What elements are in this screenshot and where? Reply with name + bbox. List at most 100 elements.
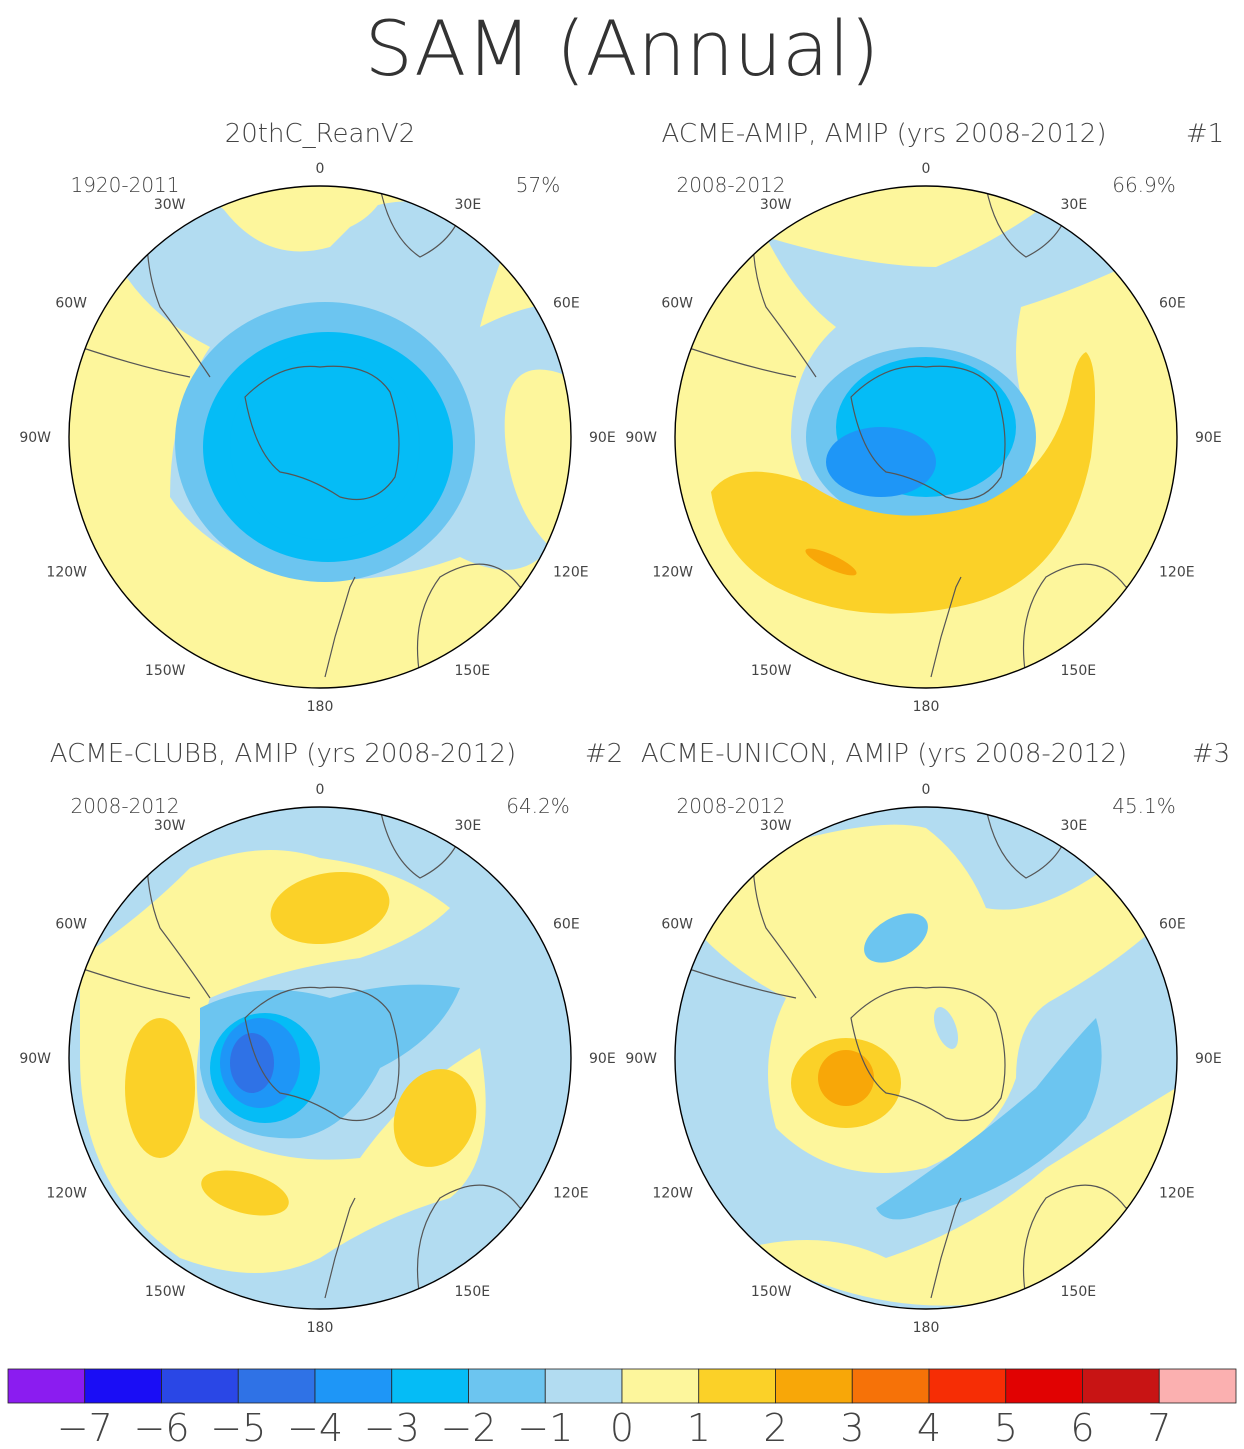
colorbar-label: −6 xyxy=(133,1406,189,1449)
lon-label: 150E xyxy=(455,1284,491,1300)
panel-percent: 45.1% xyxy=(1112,794,1176,818)
colorbar-swatch xyxy=(391,1368,469,1404)
lon-label: 90W xyxy=(19,430,51,446)
lon-label: 60W xyxy=(55,917,87,933)
lon-label: 120E xyxy=(553,1186,589,1202)
lon-label: 120W xyxy=(46,565,87,581)
lon-label: 0 xyxy=(316,782,325,798)
lon-label: 180 xyxy=(307,1320,334,1336)
panel-title: ACME-UNICON, AMIP (yrs 2008-2012) xyxy=(641,739,1127,769)
colorbar-label: 2 xyxy=(763,1406,787,1449)
map-panel-4: ACME-UNICON, AMIP (yrs 2008-2012) #3 2008-… xyxy=(625,739,1230,1336)
lon-label: 150E xyxy=(455,663,491,679)
lon-label: 30W xyxy=(154,818,186,834)
colorbar-swatch xyxy=(698,1368,776,1404)
lon-label: 120E xyxy=(1159,1186,1195,1202)
map-panels: 20thC_ReanV2 1920-2011 57% 0 30E 60E 90E 120E 15… xyxy=(19,119,1230,1336)
colorbar-label: −2 xyxy=(440,1406,496,1449)
lon-label: 60W xyxy=(661,917,693,933)
colorbar-swatch xyxy=(237,1368,316,1404)
lon-label: 60E xyxy=(1159,296,1186,312)
colorbar-label: 7 xyxy=(1147,1406,1171,1449)
map-field xyxy=(675,186,1177,688)
map-field xyxy=(69,186,571,688)
lon-label: 120W xyxy=(46,1186,87,1202)
lon-label: 60E xyxy=(553,296,580,312)
lon-label: 30W xyxy=(154,197,186,213)
colorbar-swatch xyxy=(84,1368,162,1404)
map-border xyxy=(674,806,1178,1310)
colorbar-swatch xyxy=(1082,1368,1160,1404)
colorbar: −7 −6 −5 −4 −3 −2 −1 0 1 2 3 4 5 6 7 xyxy=(7,1368,1237,1449)
lon-label: 150W xyxy=(145,663,186,679)
colorbar-label: −4 xyxy=(287,1406,343,1449)
colorbar-label: 4 xyxy=(917,1406,941,1449)
map-panel-1: 20thC_ReanV2 1920-2011 57% 0 30E 60E 90E 120E 15… xyxy=(19,119,615,715)
colorbar-swatch xyxy=(1005,1368,1083,1404)
lon-label: 90E xyxy=(589,1051,616,1067)
lon-label: 150W xyxy=(751,1284,792,1300)
panel-percent: 64.2% xyxy=(506,794,570,818)
colorbar-label: −7 xyxy=(57,1406,113,1449)
lon-label: 0 xyxy=(922,161,931,177)
lon-label: 90E xyxy=(1195,1051,1222,1067)
lon-label: 30W xyxy=(760,818,792,834)
lon-label: 150E xyxy=(1061,663,1097,679)
panel-years: 2008-2012 xyxy=(676,173,785,197)
colorbar-label: 1 xyxy=(687,1406,711,1449)
map-panel-2: ACME-AMIP, AMIP (yrs 2008-2012) #1 2008-20… xyxy=(625,119,1224,715)
panel-years: 2008-2012 xyxy=(676,794,785,818)
lon-label: 90W xyxy=(625,430,657,446)
lon-label: 60E xyxy=(1159,917,1186,933)
lon-label: 30W xyxy=(760,197,792,213)
map-panel-3: ACME-CLUBB, AMIP (yrs 2008-2012) #2 2008-2… xyxy=(19,739,623,1336)
colorbar-swatch xyxy=(544,1368,623,1404)
lon-label: 0 xyxy=(922,782,931,798)
lon-label: 30E xyxy=(455,197,482,213)
lon-label: 60E xyxy=(553,917,580,933)
colorbar-swatch xyxy=(161,1368,239,1404)
lon-label: 120E xyxy=(1159,565,1195,581)
colorbar-swatch xyxy=(314,1368,393,1404)
lon-label: 120E xyxy=(553,565,589,581)
lon-label: 90W xyxy=(625,1051,657,1067)
lon-label: 60W xyxy=(55,296,87,312)
map-field xyxy=(69,807,571,1309)
lon-label: 150W xyxy=(145,1284,186,1300)
lon-label: 150W xyxy=(751,663,792,679)
lon-label: 180 xyxy=(913,699,940,715)
lon-label: 90E xyxy=(1195,430,1222,446)
colorbar-swatch xyxy=(621,1368,700,1404)
colorbar-swatch xyxy=(928,1368,1007,1404)
colorbar-swatch xyxy=(7,1368,86,1404)
panel-title: ACME-CLUBB, AMIP (yrs 2008-2012) xyxy=(50,739,516,769)
map-field xyxy=(675,807,1177,1309)
lon-label: 180 xyxy=(307,699,334,715)
panel-title: 20thC_ReanV2 xyxy=(225,119,416,149)
colorbar-swatch xyxy=(775,1368,853,1404)
lon-label: 180 xyxy=(913,1320,940,1336)
lon-label: 120W xyxy=(652,565,693,581)
map-border xyxy=(68,185,572,689)
panel-percent: 66.9% xyxy=(1112,173,1176,197)
lon-label: 150E xyxy=(1061,1284,1097,1300)
figure-title: SAM (Annual) xyxy=(365,4,880,93)
panel-years: 1920-2011 xyxy=(70,173,179,197)
colorbar-swatch xyxy=(1158,1368,1237,1404)
colorbar-label: −1 xyxy=(517,1406,573,1449)
colorbar-label: 6 xyxy=(1070,1406,1094,1449)
colorbar-label: −3 xyxy=(364,1406,420,1449)
lon-label: 0 xyxy=(316,161,325,177)
colorbar-swatch xyxy=(468,1368,546,1404)
panel-title: ACME-AMIP, AMIP (yrs 2008-2012) xyxy=(662,119,1107,149)
panel-tag: #2 xyxy=(585,739,623,769)
lon-label: 30E xyxy=(455,818,482,834)
panel-tag: #3 xyxy=(1192,739,1230,769)
colorbar-label: 5 xyxy=(994,1406,1018,1449)
colorbar-label: 3 xyxy=(840,1406,864,1449)
map-border xyxy=(68,806,572,1310)
panel-tag: #1 xyxy=(1186,119,1224,149)
lon-label: 30E xyxy=(1061,197,1088,213)
colorbar-label: −5 xyxy=(210,1406,266,1449)
